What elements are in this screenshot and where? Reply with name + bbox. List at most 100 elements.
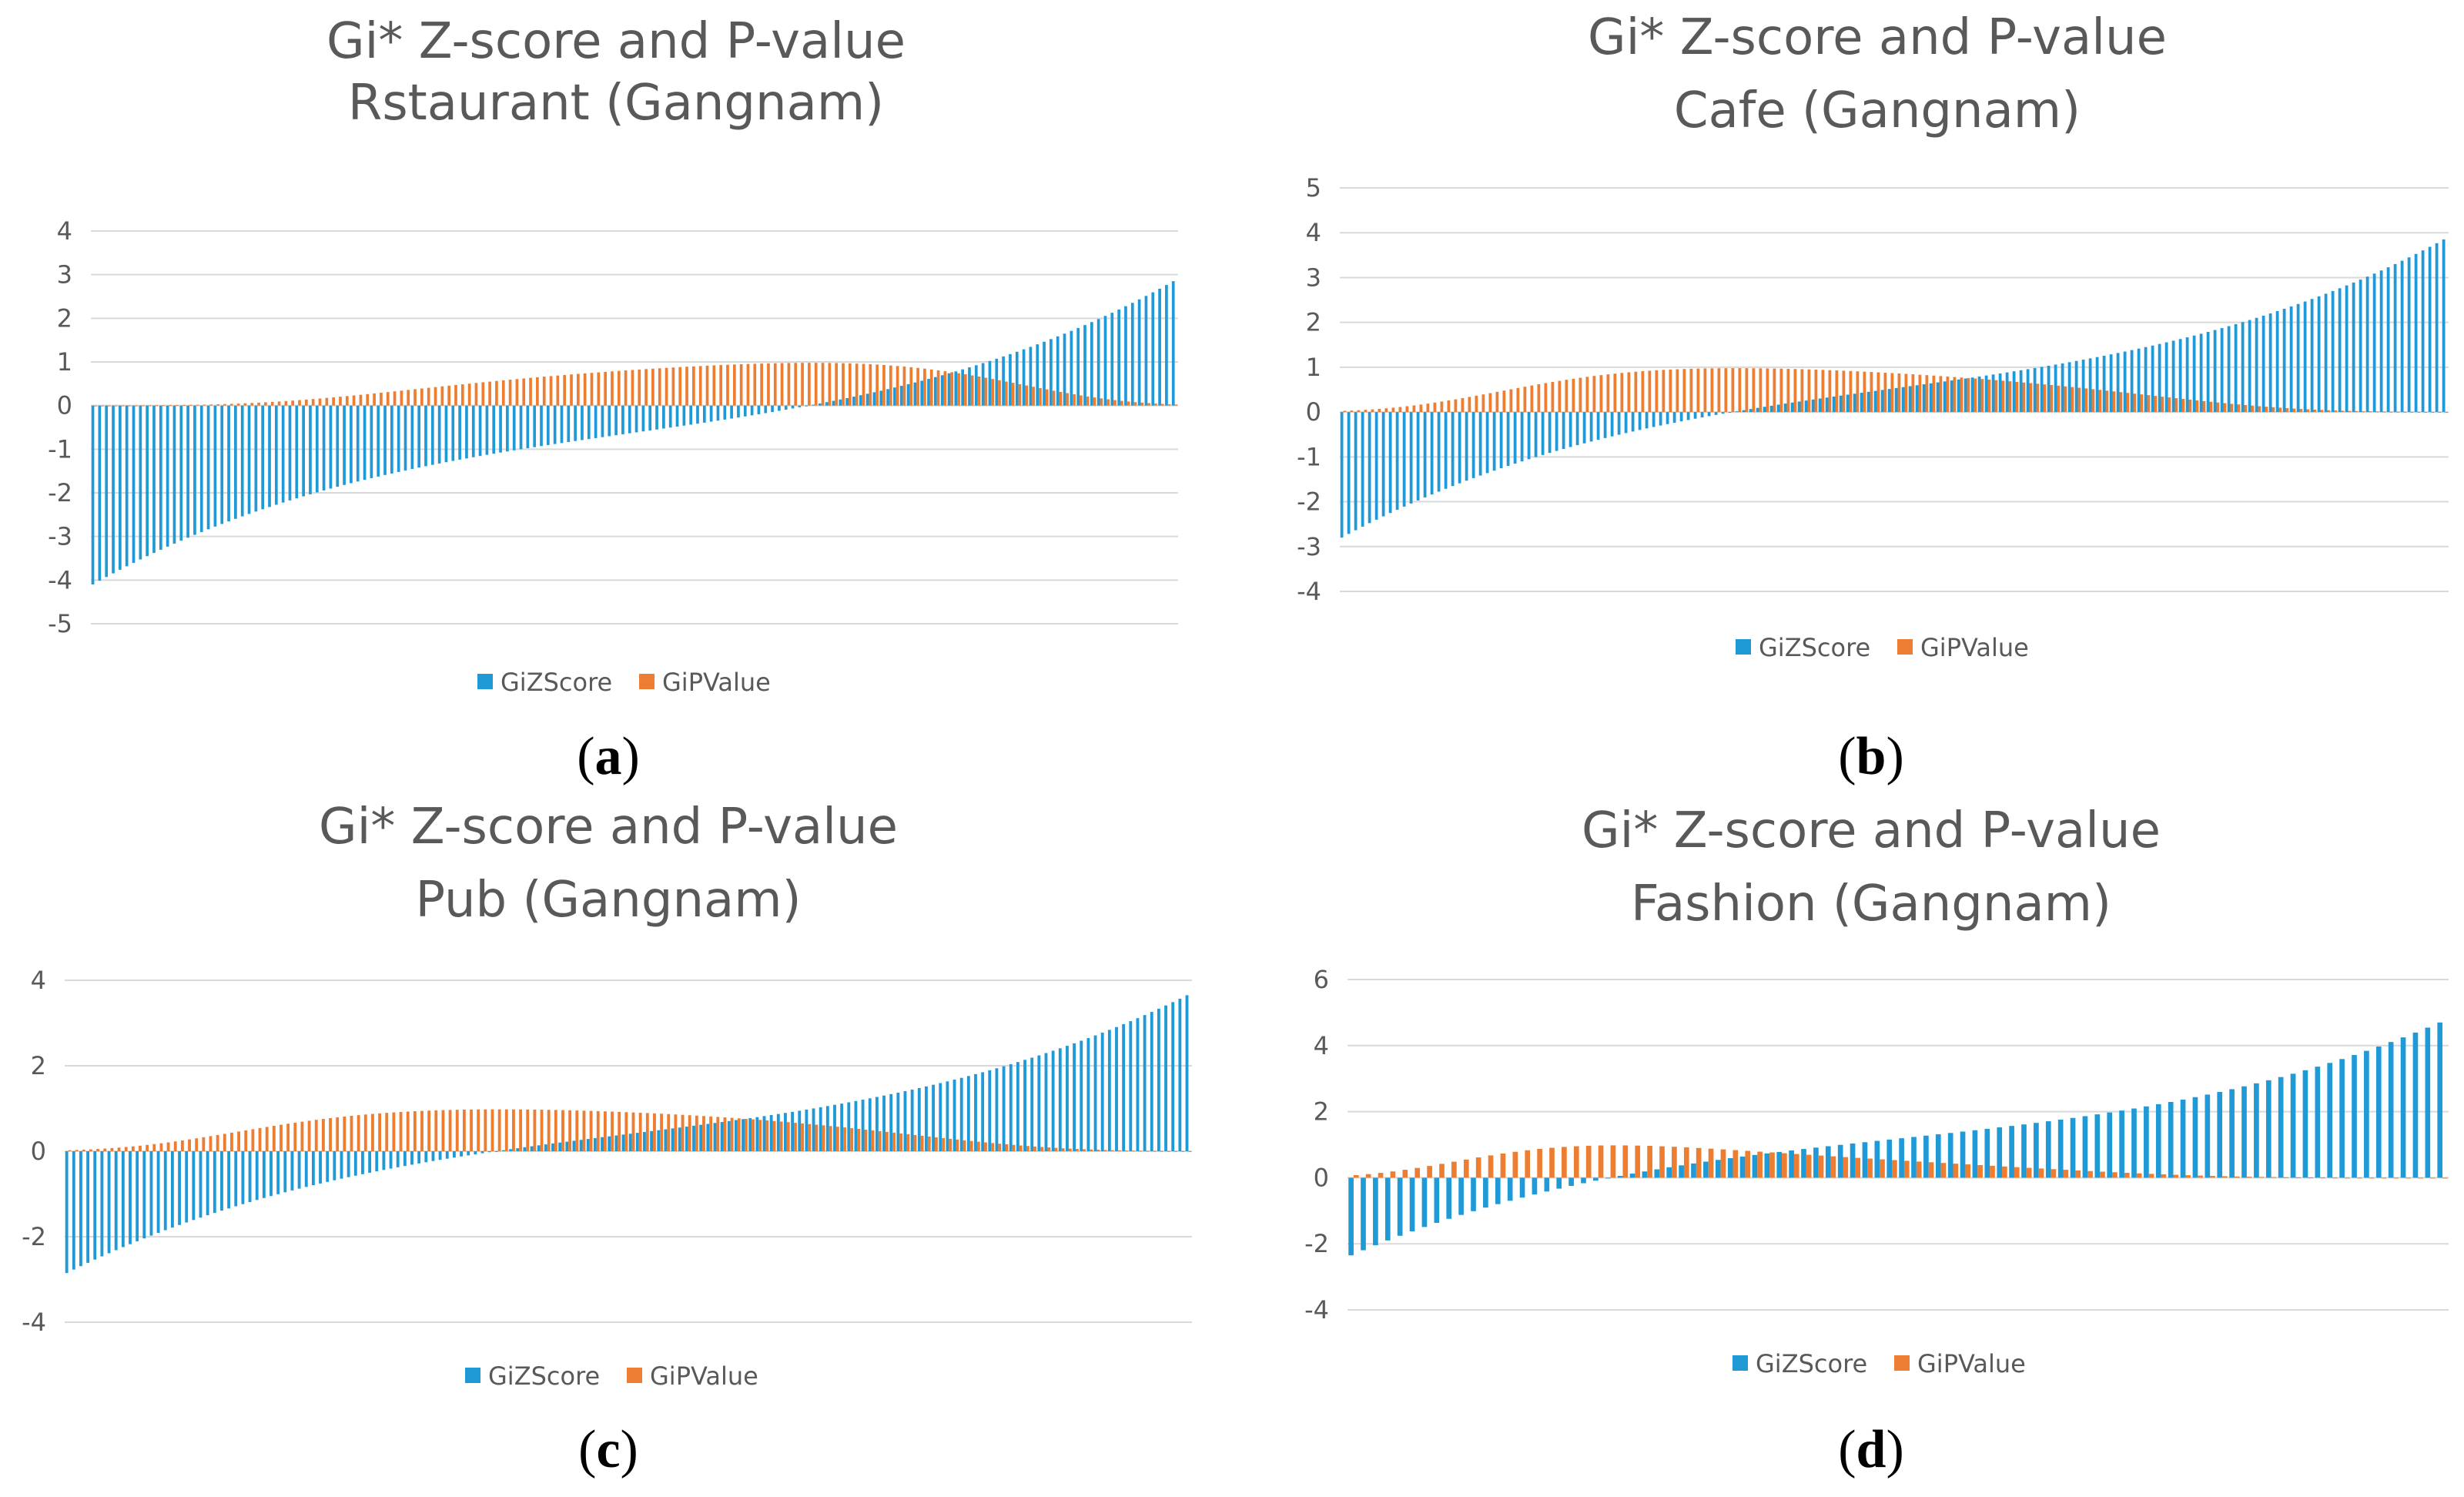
- z-score-bar: [79, 1151, 82, 1267]
- p-value-bar: [1925, 375, 1929, 413]
- p-value-bar: [1117, 1150, 1121, 1151]
- z-score-bar: [431, 1151, 435, 1161]
- p-value-bar: [902, 367, 906, 406]
- z-score-bar: [1832, 397, 1836, 413]
- z-score-bar: [2393, 263, 2397, 413]
- z-score-bar: [1446, 1177, 1452, 1219]
- p-value-bar: [533, 1109, 537, 1151]
- z-score-bar: [2386, 267, 2390, 413]
- p-value-bar: [1562, 1147, 1567, 1178]
- chart-panel-d: Gi* Z-score and P-value Fashion (Gangnam…: [1232, 770, 2464, 1497]
- z-score-bar: [628, 405, 631, 434]
- p-value-bar: [1364, 410, 1368, 413]
- y-tick-label: -2: [22, 1222, 46, 1251]
- p-value-bar: [855, 363, 859, 406]
- p-value-bar: [280, 1124, 283, 1151]
- p-value-bar: [1745, 368, 1749, 413]
- z-score-bar: [438, 1151, 442, 1160]
- z-score-bar: [927, 379, 930, 406]
- p-value-bar: [146, 1144, 149, 1151]
- p-value-bar: [2320, 410, 2324, 413]
- p-value-bar: [413, 389, 417, 406]
- p-value-bar: [447, 385, 451, 406]
- z-score-bar: [1991, 374, 1995, 413]
- z-score-bar: [544, 1144, 547, 1151]
- z-score-bar: [1374, 412, 1378, 520]
- z-score-bar: [621, 405, 624, 434]
- z-score-bar: [129, 1151, 132, 1244]
- p-value-bar: [1059, 391, 1063, 406]
- p-value-bar: [1974, 378, 1977, 413]
- z-score-bar: [750, 405, 754, 416]
- z-score-bar: [163, 1151, 167, 1231]
- z-score-bar: [551, 1143, 554, 1151]
- z-score-bar: [567, 405, 571, 443]
- p-value-bar: [1167, 1150, 1170, 1152]
- p-value-bar: [2285, 407, 2289, 413]
- p-value-bar: [481, 382, 485, 406]
- p-value-bar: [1140, 402, 1144, 406]
- z-score-bar: [2199, 333, 2203, 413]
- z-score-bar: [974, 1073, 977, 1151]
- p-value-bar: [336, 1117, 340, 1151]
- p-value-bar: [913, 1134, 917, 1151]
- z-score-bar: [1036, 344, 1040, 406]
- z-score-bar: [424, 1151, 428, 1163]
- z-score-bar: [523, 1147, 527, 1151]
- p-value-bar: [1468, 397, 1471, 413]
- z-score-bar: [241, 1151, 245, 1204]
- z-score-bar: [1444, 412, 1448, 489]
- z-score-bar: [730, 405, 733, 419]
- z-score-bar: [1789, 1150, 1794, 1178]
- legend: GiZScore GiPValue: [477, 668, 771, 697]
- z-score-bar: [234, 1151, 238, 1207]
- z-score-bar: [2074, 360, 2078, 413]
- p-value-bar: [969, 1140, 973, 1151]
- p-value-bar: [2002, 1166, 2007, 1178]
- chart-panel-b: Gi* Z-score and P-value Cafe (Gangnam) 5…: [1232, 0, 2464, 786]
- z-score-bar: [166, 405, 169, 547]
- z-score-bar: [471, 405, 475, 457]
- z-score-bar: [1506, 412, 1510, 467]
- p-value-bar: [1391, 407, 1395, 413]
- p-value-bar: [202, 1137, 206, 1151]
- p-value-bar: [1083, 1149, 1086, 1151]
- p-value-bar: [737, 1118, 741, 1151]
- p-value-bar: [114, 405, 118, 407]
- p-value-bar: [526, 1109, 530, 1151]
- z-score-bar: [2375, 1046, 2382, 1178]
- z-score-bar: [832, 400, 835, 406]
- p-value-bar: [2198, 1175, 2203, 1178]
- p-value-bar: [563, 374, 567, 406]
- z-score-bar: [952, 1080, 956, 1151]
- z-score-bar: [112, 405, 115, 574]
- z-score-bar: [533, 405, 537, 447]
- z-score-bar: [859, 395, 862, 406]
- z-score-bar: [968, 367, 971, 406]
- z-score-bar: [397, 405, 400, 472]
- z-score-bar: [444, 405, 448, 463]
- p-value-bar: [1696, 368, 1700, 413]
- z-score-bar: [2040, 367, 2044, 413]
- z-score-bar: [2130, 350, 2134, 413]
- z-score-bar: [2119, 1110, 2124, 1178]
- p-value-bar: [1463, 1159, 1469, 1178]
- z-score-bar: [1911, 1137, 1917, 1178]
- z-score-bar: [2206, 332, 2210, 413]
- z-score-bar: [2021, 1124, 2027, 1178]
- p-value-bar: [2230, 404, 2234, 413]
- z-score-bar: [2421, 250, 2425, 413]
- z-score-bar: [798, 405, 802, 407]
- chart-c: Gi* Z-score and P-value Pub (Gangnam) 4 2…: [22, 799, 1192, 1479]
- y-tick-label: -3: [1297, 532, 1321, 561]
- z-score-bar: [840, 1103, 844, 1151]
- z-score-bar: [784, 405, 788, 410]
- p-value-bar: [1592, 376, 1596, 413]
- z-score-bar: [579, 1140, 583, 1151]
- z-score-bar: [2144, 1106, 2149, 1178]
- p-value-bar: [2295, 1177, 2302, 1178]
- p-value-bar: [188, 1139, 191, 1151]
- z-score-bar: [2234, 323, 2238, 413]
- p-value-bar: [1800, 369, 1804, 413]
- p-value-bar: [182, 404, 186, 406]
